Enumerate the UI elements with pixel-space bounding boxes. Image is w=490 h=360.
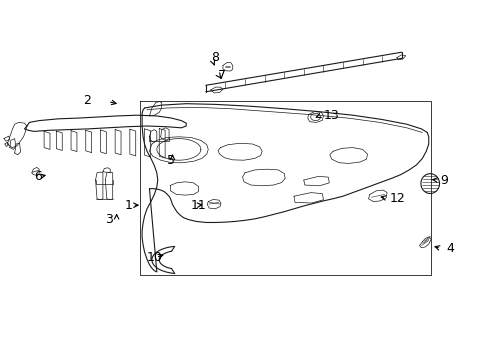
Text: 2: 2: [83, 94, 91, 107]
Text: 3: 3: [105, 213, 113, 226]
Text: 10: 10: [147, 251, 163, 264]
Text: 6: 6: [34, 170, 42, 183]
Text: 5: 5: [167, 154, 174, 167]
Text: 1: 1: [124, 199, 132, 212]
Text: 12: 12: [390, 192, 405, 204]
Text: 7: 7: [218, 69, 226, 82]
Text: 13: 13: [323, 109, 339, 122]
Text: 8: 8: [211, 51, 219, 64]
Text: 9: 9: [440, 174, 448, 186]
Text: 11: 11: [191, 199, 207, 212]
Text: 4: 4: [446, 242, 454, 255]
